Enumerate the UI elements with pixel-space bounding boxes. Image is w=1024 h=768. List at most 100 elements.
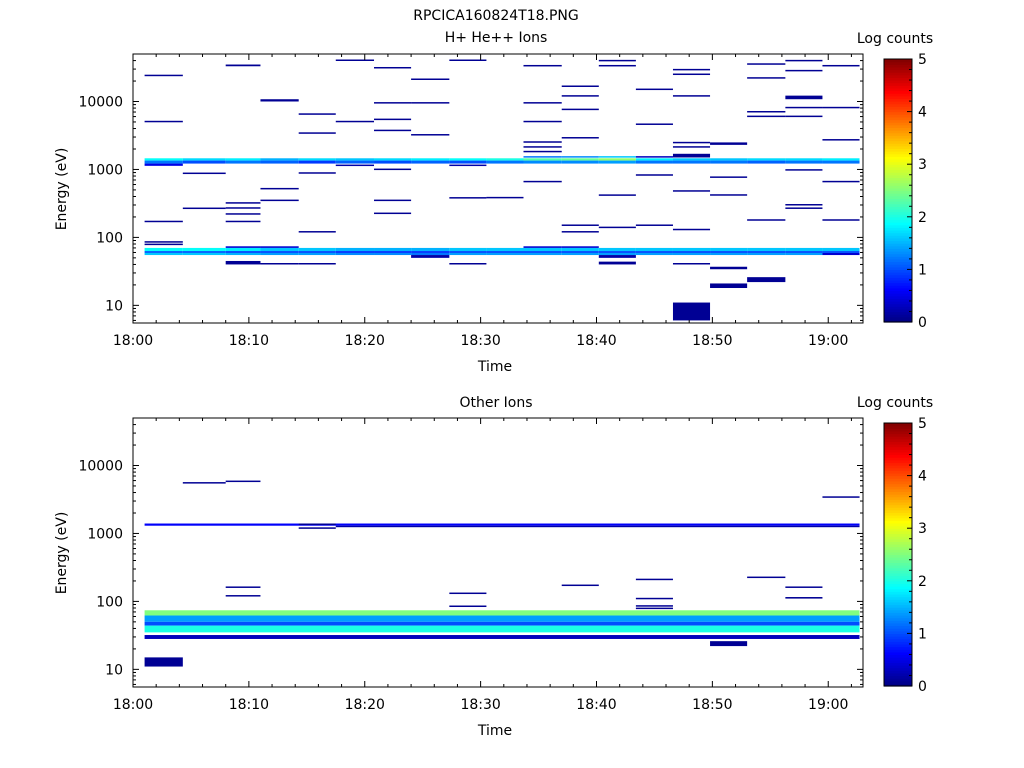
colorbar-step: [884, 591, 912, 595]
heatmap-cell: [822, 180, 860, 183]
heatmap-band: [144, 523, 860, 526]
heatmap-band: [144, 615, 860, 622]
colorbar-step: [884, 224, 912, 228]
heatmap-cell: [785, 115, 823, 118]
colorbar-step: [884, 77, 912, 81]
colorbar-step: [884, 586, 912, 590]
colorbar-step: [884, 119, 912, 123]
colorbar-step: [884, 72, 912, 76]
heatmap-cell: [449, 251, 487, 253]
colorbar-step: [884, 580, 912, 585]
heatmap-cell: [411, 158, 450, 161]
colorbar-step: [884, 311, 912, 315]
colorbar-step: [884, 465, 912, 469]
colorbar-step: [884, 203, 912, 207]
heatmap-cell: [523, 160, 562, 164]
heatmap-cell: [822, 106, 860, 109]
colorbar-step: [884, 430, 912, 435]
colorbar-step: [884, 559, 912, 563]
heatmap-cell: [710, 266, 748, 270]
x-tick-label: 18:40: [576, 697, 616, 713]
colorbar-step: [884, 198, 912, 202]
heatmap-cell: [335, 59, 375, 61]
heatmap-cell: [672, 141, 711, 144]
colorbar-tick-label: 5: [918, 416, 927, 432]
colorbar-step: [884, 541, 912, 545]
colorbar-step: [884, 562, 912, 566]
heatmap-cell: [449, 197, 487, 199]
colorbar-step: [884, 211, 912, 215]
x-tick-label: 18:30: [460, 333, 500, 349]
heatmap-cell: [225, 220, 261, 223]
colorbar-step: [884, 670, 912, 674]
heatmap-cell: [747, 63, 786, 65]
heatmap-cell: [260, 263, 299, 265]
colorbar-step: [884, 643, 912, 648]
heatmap-cell: [523, 251, 562, 253]
heatmap-cell: [298, 172, 336, 174]
heatmap-cell: [598, 59, 636, 62]
colorbar-step: [884, 604, 912, 608]
heatmap-cell: [710, 283, 748, 289]
colorbar-step: [884, 499, 912, 503]
colorbar-step: [884, 261, 912, 265]
heatmap-cell: [561, 246, 599, 248]
heatmap-cell: [298, 158, 336, 161]
heatmap-cell: [822, 158, 860, 161]
heatmap-cell: [449, 160, 487, 164]
colorbar-step: [884, 657, 912, 661]
heatmap-cell: [335, 247, 375, 252]
y-tick-label: 1000: [87, 162, 123, 178]
y-axis-label: Energy (eV): [54, 148, 70, 231]
x-tick-label: 18:20: [345, 333, 385, 349]
colorbar-step: [884, 578, 912, 582]
colorbar-step: [884, 303, 912, 307]
colorbar-tick-label: 5: [918, 52, 927, 68]
colorbar-step: [884, 279, 912, 284]
colorbar-step: [884, 114, 912, 118]
colorbar-step: [884, 293, 912, 297]
colorbar-step: [884, 675, 912, 679]
heatmap-cell: [598, 247, 636, 252]
heatmap-cells: [144, 480, 860, 667]
heatmap-cell: [523, 141, 562, 143]
heatmap-cell: [374, 102, 412, 104]
heatmap-cell: [182, 482, 226, 484]
heatmap-cell: [523, 252, 562, 256]
heatmap-cell: [374, 251, 412, 253]
axis-ticks: 18:00 18:10 18:20 18:30 18:40 18:50 19:00 10 100…: [78, 53, 863, 349]
heatmap-cell: [747, 160, 786, 164]
colorbar-step: [884, 504, 912, 508]
heatmap-cell: [374, 118, 412, 121]
colorbar-step: [884, 85, 912, 89]
y-tick-label: 100: [96, 230, 123, 246]
heatmap-cell: [298, 231, 336, 233]
colorbar-step: [884, 235, 912, 239]
colorbar-step: [884, 219, 912, 223]
colorbar-step: [884, 319, 912, 323]
heatmap-cell: [598, 255, 636, 258]
heatmap-cell: [747, 77, 786, 79]
y-tick-label: 10000: [78, 458, 123, 474]
heatmap-cell: [335, 252, 375, 256]
colorbar-step: [884, 438, 912, 443]
colorbar-step: [884, 248, 912, 252]
heatmap-cell: [598, 252, 636, 256]
heatmap-cell: [822, 251, 860, 253]
panel-other-ions: Other Ions Log counts Time Energy (eV) 1…: [54, 395, 933, 739]
colorbar-step: [884, 654, 912, 658]
heatmap-cell: [635, 158, 673, 161]
heatmap-cell: [144, 160, 183, 164]
colorbar-step: [884, 193, 912, 197]
colorbar-step: [884, 298, 912, 302]
x-tick-label: 18:50: [692, 333, 732, 349]
heatmap-cell: [710, 160, 748, 164]
colorbar-tick-label: 0: [918, 315, 927, 331]
heatmap-cell: [523, 246, 562, 248]
heatmap-cell: [486, 247, 524, 252]
heatmap-cell: [598, 156, 636, 158]
colorbar-step: [884, 472, 912, 477]
y-tick-label: 100: [96, 594, 123, 610]
colorbar-step: [884, 158, 912, 163]
colorbar-step: [884, 156, 912, 160]
